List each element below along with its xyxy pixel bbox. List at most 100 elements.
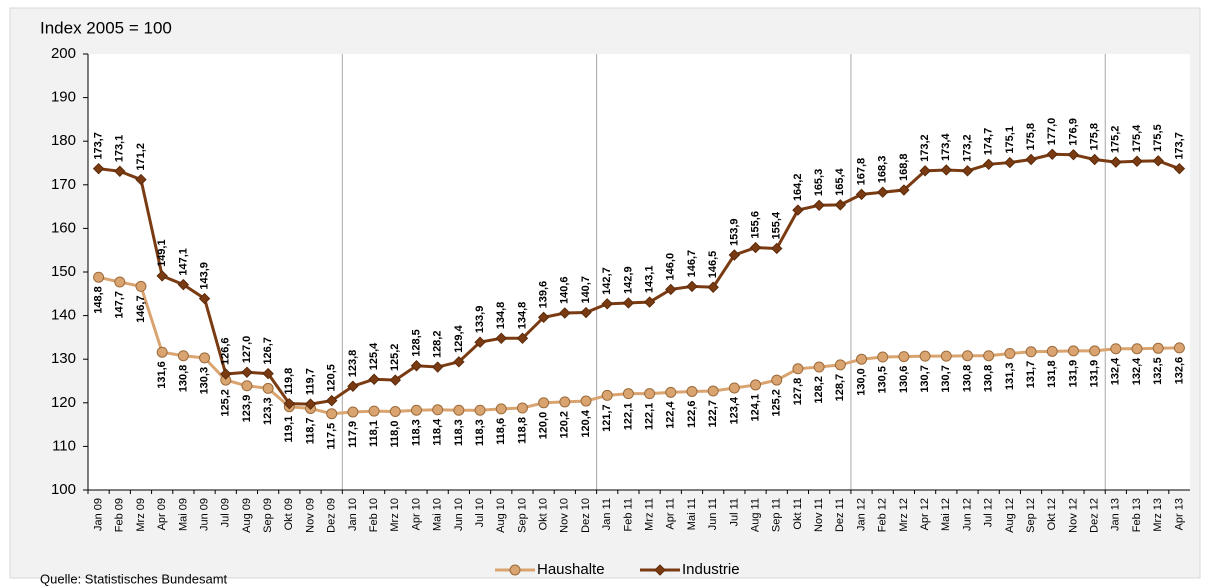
x-tick-label: Jun 10 bbox=[453, 498, 465, 531]
y-tick-label: 160 bbox=[51, 219, 76, 236]
value-label: 125,2 bbox=[220, 389, 232, 417]
x-tick-label: Jun 09 bbox=[198, 498, 210, 531]
marker bbox=[961, 350, 973, 362]
value-label: 134,8 bbox=[495, 302, 507, 330]
x-tick-label: Apr 13 bbox=[1173, 498, 1185, 530]
marker bbox=[410, 360, 423, 372]
y-tick-label: 130 bbox=[51, 350, 76, 367]
value-label: 124,1 bbox=[749, 394, 761, 422]
x-tick-label: Aug 10 bbox=[495, 498, 507, 533]
value-label: 121,7 bbox=[601, 404, 613, 432]
value-label: 118,8 bbox=[516, 417, 528, 444]
value-label: 130,6 bbox=[898, 366, 910, 394]
value-label: 149,1 bbox=[156, 239, 168, 267]
value-label: 118,0 bbox=[389, 421, 401, 448]
value-label: 146,7 bbox=[135, 295, 147, 323]
marker bbox=[856, 353, 868, 365]
value-label: 128,2 bbox=[813, 376, 825, 404]
value-label: 132,6 bbox=[1173, 357, 1185, 385]
marker bbox=[326, 394, 338, 407]
value-label: 120,0 bbox=[538, 412, 550, 440]
marker bbox=[516, 402, 528, 414]
x-tick-label: Mrz 11 bbox=[644, 498, 656, 531]
marker bbox=[834, 359, 846, 371]
x-tick-label: Dez 09 bbox=[326, 498, 338, 533]
marker bbox=[622, 388, 634, 400]
value-label: 129,4 bbox=[453, 324, 465, 352]
marker bbox=[728, 249, 741, 261]
marker bbox=[93, 271, 105, 283]
y-tick-label: 140 bbox=[51, 307, 76, 324]
marker bbox=[156, 270, 168, 282]
x-tick-label: Feb 13 bbox=[1131, 498, 1143, 532]
value-label: 123,3 bbox=[262, 397, 274, 425]
marker bbox=[326, 408, 338, 420]
value-label: 173,4 bbox=[940, 133, 952, 161]
marker bbox=[919, 165, 931, 177]
marker bbox=[580, 395, 592, 407]
marker bbox=[792, 363, 804, 375]
value-label: 143,9 bbox=[198, 262, 210, 290]
x-tick-label: Feb 10 bbox=[368, 498, 380, 532]
x-tick-label: Aug 09 bbox=[241, 498, 253, 533]
value-label: 143,1 bbox=[644, 266, 656, 294]
x-tick-label: Mrz 10 bbox=[389, 498, 401, 532]
marker bbox=[1131, 343, 1143, 355]
marker bbox=[431, 361, 444, 373]
marker bbox=[1067, 149, 1080, 161]
marker bbox=[622, 297, 635, 309]
marker bbox=[750, 379, 762, 391]
marker bbox=[347, 380, 359, 392]
source: Quelle: Statistisches Bundesamt bbox=[40, 571, 228, 586]
marker bbox=[855, 188, 868, 201]
marker bbox=[453, 356, 465, 368]
value-label: 120,4 bbox=[580, 409, 592, 437]
value-label: 132,4 bbox=[1131, 357, 1143, 385]
marker bbox=[495, 403, 507, 415]
marker bbox=[877, 186, 889, 198]
marker bbox=[771, 242, 783, 255]
value-label: 168,8 bbox=[898, 154, 910, 182]
value-label: 127,8 bbox=[792, 378, 804, 406]
marker bbox=[1004, 156, 1016, 169]
marker bbox=[177, 278, 190, 291]
x-tick-label: Mai 11 bbox=[686, 498, 698, 530]
value-label: 175,4 bbox=[1131, 124, 1143, 152]
value-label: 132,4 bbox=[1110, 357, 1122, 385]
marker bbox=[644, 388, 656, 400]
value-label: 142,9 bbox=[622, 266, 634, 294]
value-label: 132,5 bbox=[1152, 357, 1164, 385]
x-tick-label: Jan 12 bbox=[855, 498, 867, 531]
value-label: 165,3 bbox=[813, 169, 825, 197]
value-label: 147,7 bbox=[114, 291, 126, 319]
marker bbox=[537, 311, 550, 324]
marker bbox=[241, 380, 253, 392]
marker bbox=[665, 386, 677, 398]
marker bbox=[898, 351, 910, 363]
marker bbox=[749, 241, 762, 254]
value-label: 174,7 bbox=[983, 128, 995, 156]
value-label: 123,9 bbox=[241, 395, 253, 423]
value-label: 128,7 bbox=[834, 374, 846, 402]
value-label: 122,4 bbox=[665, 400, 677, 428]
value-label: 173,7 bbox=[93, 132, 105, 160]
value-label: 131,7 bbox=[1025, 361, 1037, 389]
marker bbox=[283, 397, 296, 410]
value-label: 130,5 bbox=[877, 366, 889, 394]
marker bbox=[654, 564, 666, 576]
value-label: 123,4 bbox=[728, 396, 740, 424]
marker bbox=[707, 385, 719, 397]
marker bbox=[940, 164, 952, 176]
x-tick-label: Okt 10 bbox=[538, 498, 550, 530]
x-tick-label: Sep 12 bbox=[1025, 498, 1037, 533]
marker bbox=[1025, 346, 1037, 358]
marker bbox=[432, 404, 444, 416]
x-tick-label: Mrz 12 bbox=[898, 498, 910, 532]
value-label: 148,8 bbox=[93, 286, 105, 314]
value-label: 130,7 bbox=[919, 365, 931, 393]
y-tick-label: 110 bbox=[52, 437, 76, 454]
value-label: 146,7 bbox=[686, 250, 698, 278]
y-tick-label: 120 bbox=[51, 394, 76, 411]
value-label: 128,5 bbox=[410, 329, 422, 357]
